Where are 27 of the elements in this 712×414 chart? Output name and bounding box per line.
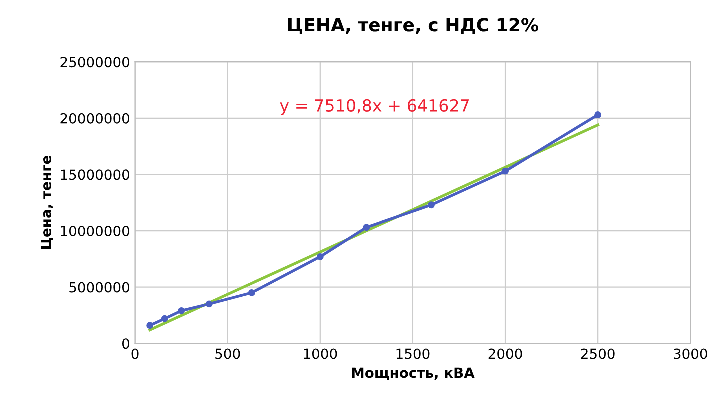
y-axis-title: Цена, тенге <box>41 156 54 250</box>
point <box>316 253 324 260</box>
y-tick-label: 0 <box>122 338 130 350</box>
x-tick-label: 500 <box>216 348 240 360</box>
point <box>146 322 154 330</box>
point <box>363 224 370 232</box>
x-tick-label: 2500 <box>581 348 615 360</box>
point <box>248 289 256 296</box>
annotation: y = 7510,8x + 641627 <box>280 99 470 116</box>
y-tick-label: 10000000 <box>61 226 130 236</box>
y-tick-label: 20000000 <box>60 113 130 124</box>
y-tick-label: 15000000 <box>61 170 130 180</box>
point <box>594 112 602 118</box>
x-tick-label: 1500 <box>396 348 430 360</box>
x-axis-title: Мощность, кВА <box>352 368 475 380</box>
x-tick-label: 1000 <box>304 348 338 360</box>
x-tick-label: 3000 <box>674 348 708 360</box>
y-tick-label: 25000000 <box>60 57 130 68</box>
point <box>178 307 186 314</box>
point <box>161 315 168 322</box>
x-tick-label: 2000 <box>488 348 522 360</box>
y-tick-label: 5000000 <box>70 282 130 293</box>
point <box>428 202 435 209</box>
x-tick-label: 0 <box>132 348 139 360</box>
point <box>206 300 213 308</box>
chart-title: ЦЕНА, тенге, с НДС 12% <box>288 18 539 34</box>
point <box>502 168 509 175</box>
